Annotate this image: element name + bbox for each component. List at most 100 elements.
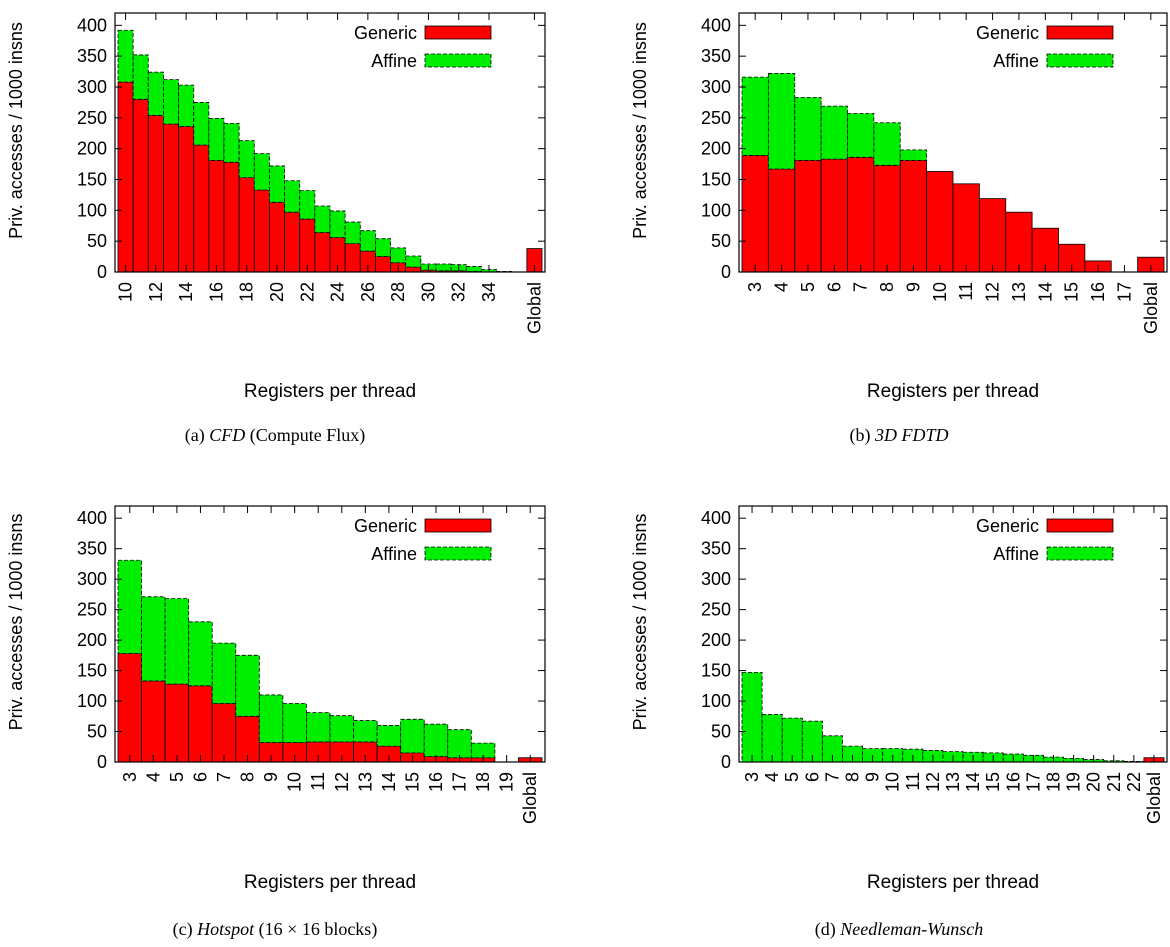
legend-swatch-generic [1046, 518, 1114, 533]
x-tick-label: 24 [328, 282, 348, 302]
legend-label-generic: Generic [354, 516, 417, 536]
figure-caption: (c) Hotspot (16 × 16 blocks) [173, 919, 378, 940]
x-axis-label: Registers per thread [867, 872, 1039, 893]
legend-label-affine: Affine [993, 51, 1039, 71]
bars-group [117, 29, 543, 273]
x-tick-label: 16 [1088, 282, 1108, 302]
bar-generic [820, 158, 848, 273]
bar-affine [767, 73, 796, 170]
bar-affine [147, 71, 164, 116]
x-tick-label: 16 [426, 772, 446, 792]
x-tick-label: 30 [418, 282, 438, 302]
bar-generic [344, 243, 361, 273]
y-tick-label: 350 [701, 46, 731, 66]
x-tick-label: 19 [497, 772, 517, 792]
y-tick-label: 250 [77, 108, 107, 128]
y-axis-label: Priv. accesses / 1000 insns [630, 22, 650, 239]
plot-frame [114, 505, 546, 763]
bar-generic [952, 183, 980, 273]
x-tick-label: Global [524, 282, 544, 334]
bar-generic [269, 201, 285, 273]
x-tick-label: 17 [450, 772, 470, 792]
x-tick-label: 6 [190, 772, 210, 782]
caption-prefix: (d) [815, 919, 841, 940]
x-tick-label: 4 [143, 772, 163, 782]
bars-group [117, 559, 543, 763]
bar-affine [359, 230, 376, 252]
y-tick-label: 250 [701, 600, 731, 620]
bar-generic [193, 144, 210, 273]
caption-prefix: (a) [185, 425, 209, 446]
bar-affine [761, 714, 783, 763]
x-tick-label: Global [1144, 772, 1164, 824]
x-tick-label: 18 [473, 772, 493, 792]
caption-benchmark: Needleman-Wunsch [839, 919, 983, 939]
x-tick-label: 16 [1003, 772, 1023, 792]
x-tick-label: 10 [285, 772, 305, 792]
x-tick-label: 11 [308, 772, 328, 791]
legend-label-generic: Generic [354, 23, 417, 43]
legend-label-affine: Affine [993, 544, 1039, 564]
bar-generic [141, 680, 166, 763]
y-tick-label: 150 [77, 661, 107, 681]
legend-label-generic: Generic [976, 23, 1039, 43]
x-tick-label: 3 [745, 282, 765, 292]
bars-group [741, 73, 1165, 273]
x-tick-label: 7 [851, 282, 871, 292]
x-tick-label: Global [520, 772, 540, 824]
legend-label-affine: Affine [371, 544, 417, 564]
x-tick-label: 28 [388, 282, 408, 302]
bar-generic [117, 81, 134, 273]
bar-generic [238, 177, 255, 273]
bar-generic [767, 168, 796, 273]
x-tick-label: 10 [116, 282, 136, 302]
bar-affine [794, 97, 822, 161]
bar-affine [465, 266, 482, 272]
bar-affine [258, 694, 284, 743]
y-tick-label: 100 [77, 200, 107, 220]
y-tick-label: 400 [77, 15, 107, 35]
legend-swatch-affine [1046, 546, 1114, 561]
x-tick-label: 21 [1104, 772, 1124, 792]
y-tick-label: 300 [701, 77, 731, 97]
x-tick-label: 8 [238, 772, 258, 782]
bar-affine [164, 598, 190, 685]
y-tick-label: 400 [701, 15, 731, 35]
bar-generic [926, 171, 954, 273]
caption-benchmark: Hotspot [196, 919, 255, 939]
bar-generic [847, 156, 875, 273]
bar-generic [178, 126, 195, 273]
y-tick-label: 50 [87, 722, 107, 742]
bar-generic [284, 211, 301, 273]
y-tick-label: 350 [77, 46, 107, 66]
legend-swatch-generic [424, 25, 492, 40]
bar-generic [899, 159, 928, 273]
y-tick-label: 150 [701, 661, 731, 681]
x-tick-label: 20 [267, 282, 287, 302]
y-tick-label: 50 [711, 722, 731, 742]
plot-frame [114, 12, 546, 273]
bar-generic [163, 123, 179, 273]
bar-generic [741, 155, 769, 273]
x-tick-label: 3 [742, 772, 762, 782]
bar-generic [873, 164, 901, 273]
bar-affine [390, 247, 407, 264]
bar-affine [117, 559, 142, 654]
bar-affine [741, 672, 763, 763]
x-tick-label: 6 [824, 282, 844, 292]
caption-prefix: (b) [849, 425, 875, 446]
x-tick-label: 3 [120, 772, 140, 782]
bar-affine [741, 76, 769, 156]
bar-affine [299, 190, 316, 220]
bar-affine [447, 729, 472, 759]
y-tick-label: 50 [87, 231, 107, 251]
legend-swatch-affine [424, 53, 492, 68]
bar-affine [423, 723, 449, 757]
y-tick-label: 0 [721, 262, 731, 282]
y-tick-label: 0 [97, 752, 107, 772]
bar-generic [314, 232, 331, 273]
bar-generic [164, 683, 190, 763]
bars-group [741, 672, 1165, 763]
y-tick-label: 350 [77, 539, 107, 559]
